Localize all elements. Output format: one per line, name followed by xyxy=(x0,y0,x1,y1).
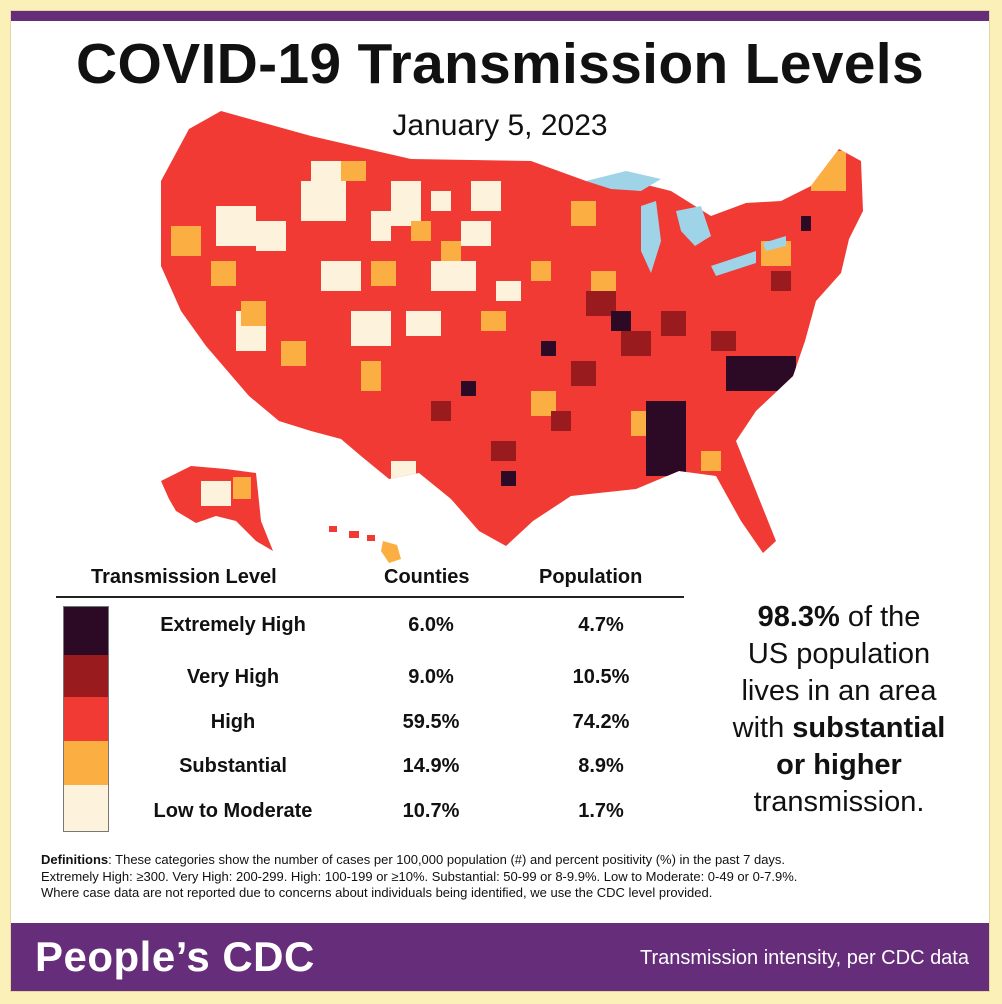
summary-line4-bold: substantial xyxy=(792,712,946,744)
map-date: January 5, 2023 xyxy=(392,109,608,142)
level-label: Very High xyxy=(186,666,280,688)
counties-value: 10.7% xyxy=(402,800,460,822)
population-value: 10.5% xyxy=(572,666,630,688)
great-lakes xyxy=(586,171,786,276)
counties-value: 6.0% xyxy=(408,614,454,636)
footer-bar: People’s CDC Transmission intensity, per… xyxy=(11,923,989,991)
alaska xyxy=(161,466,273,551)
summary-percent: 98.3% xyxy=(757,601,840,633)
definitions-line1: : These categories show the number of ca… xyxy=(108,852,786,867)
definitions-line3: Where case data are not reported due to … xyxy=(41,885,713,900)
header-counties: Counties xyxy=(384,566,470,588)
summary-line1: of the xyxy=(847,601,921,633)
population-value: 1.7% xyxy=(578,800,624,822)
population-value: 4.7% xyxy=(578,614,624,636)
header-transmission-level: Transmission Level xyxy=(91,566,277,588)
level-label: Substantial xyxy=(179,755,287,777)
us-map-svg xyxy=(161,111,863,563)
summary-line4-pre: with xyxy=(732,712,785,744)
swatch-very-high xyxy=(64,655,108,697)
swatch-low-to-moderate xyxy=(64,785,108,831)
definitions-line2: Extremely High: ≥300. Very High: 200-299… xyxy=(41,868,798,884)
summary-line6: transmission. xyxy=(753,786,925,818)
summary-statement: 98.3% of the US population lives in an a… xyxy=(711,599,967,821)
counties-value: 9.0% xyxy=(408,666,454,688)
hawaii xyxy=(329,526,401,563)
level-label: Extremely High xyxy=(160,614,306,636)
summary-line2: US population xyxy=(747,638,931,670)
swatch-high xyxy=(64,697,108,741)
county-patches xyxy=(171,151,846,486)
table-rule xyxy=(56,596,684,598)
header-population: Population xyxy=(539,566,643,588)
legend-swatches xyxy=(63,606,109,832)
footer-tagline: Transmission intensity, per CDC data xyxy=(639,947,969,969)
infographic-card: COVID-19 Transmission Levels January 5, … xyxy=(10,10,990,992)
contiguous-us-shape xyxy=(161,111,863,553)
definitions-label: Definitions xyxy=(41,852,109,867)
population-value: 8.9% xyxy=(578,755,624,777)
top-accent-bar xyxy=(11,11,989,21)
summary-line5: or higher xyxy=(776,749,902,781)
level-label: Low to Moderate xyxy=(153,800,313,822)
swatch-extremely-high xyxy=(64,607,108,655)
definitions-note: Definitions: These categories show the n… xyxy=(41,852,971,902)
page-title: COVID-19 Transmission Levels xyxy=(76,32,924,96)
summary-line3: lives in an area xyxy=(741,675,937,707)
swatch-substantial xyxy=(64,741,108,785)
level-label: High xyxy=(210,711,256,733)
counties-value: 59.5% xyxy=(402,711,460,733)
counties-value: 14.9% xyxy=(402,755,460,777)
population-value: 74.2% xyxy=(572,711,630,733)
brand-logo-text: People’s CDC xyxy=(35,933,315,980)
us-transmission-map xyxy=(11,11,989,581)
